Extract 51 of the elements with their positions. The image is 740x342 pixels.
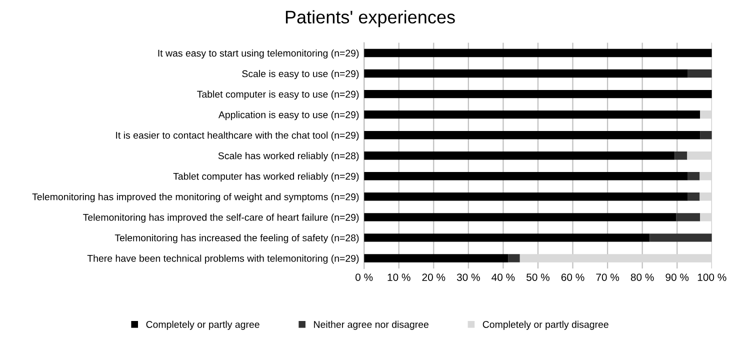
bar bbox=[364, 69, 688, 78]
bar bbox=[508, 254, 520, 262]
x-tick-label: 10 % bbox=[388, 274, 410, 281]
y-tick-label: It is easier to contact healthcare with the chat tool (n=29) bbox=[116, 132, 359, 141]
bar bbox=[364, 48, 712, 58]
x-tick-label: 100 % bbox=[698, 274, 726, 281]
bar bbox=[700, 213, 712, 222]
bar bbox=[688, 192, 700, 201]
bar bbox=[700, 130, 712, 140]
bar bbox=[364, 110, 700, 119]
chart-title: Patients' experiences bbox=[286, 10, 455, 28]
bar bbox=[700, 110, 712, 119]
y-tick-label: Scale is easy to use (n=29) bbox=[242, 70, 359, 80]
bar bbox=[364, 152, 675, 160]
bar bbox=[364, 130, 700, 140]
x-tick-label: 60 % bbox=[561, 274, 584, 281]
y-tick-label: Tablet computer has worked reliably (n=29) bbox=[173, 172, 359, 182]
bar bbox=[364, 234, 650, 242]
bar bbox=[364, 254, 508, 262]
bar bbox=[688, 172, 700, 180]
bar bbox=[364, 192, 688, 201]
x-tick-label: 70 % bbox=[596, 274, 620, 281]
bar bbox=[520, 254, 712, 262]
y-tick-label: There have been technical problems with telemonitoring (n=29) bbox=[87, 254, 359, 264]
y-tick-label: Application is easy to use (n=29) bbox=[218, 111, 359, 120]
bar bbox=[687, 152, 712, 160]
x-tick-label: 40 % bbox=[492, 274, 515, 281]
bar bbox=[688, 69, 712, 78]
bar bbox=[364, 90, 712, 98]
legend-label: Completely or partly disagree bbox=[482, 320, 608, 330]
bar bbox=[364, 213, 676, 222]
bar bbox=[676, 213, 700, 222]
y-tick-label: Scale has worked reliably (n=28) bbox=[218, 152, 359, 162]
y-tick-label: Telemonitoring has improved the monitoring of weight and symptoms (n=29) bbox=[32, 193, 359, 202]
bar bbox=[674, 152, 688, 160]
bar bbox=[700, 172, 712, 180]
bar bbox=[364, 172, 688, 180]
legend-label: Neither agree nor disagree bbox=[314, 320, 428, 330]
x-tick-label: 30 % bbox=[456, 274, 480, 281]
x-tick-label: 90 % bbox=[666, 274, 689, 281]
y-tick-label: It was easy to start using telemonitoring (n=29) bbox=[158, 49, 359, 59]
bar bbox=[650, 234, 712, 242]
x-tick-label: 20 % bbox=[422, 274, 446, 281]
y-tick-label: Telemonitoring has improved the self-care of heart failure (n=29) bbox=[83, 214, 359, 223]
y-tick-label: Tablet computer is easy to use (n=29) bbox=[197, 90, 359, 100]
x-tick-label: 50 % bbox=[526, 274, 550, 281]
bar bbox=[700, 192, 712, 201]
y-tick-label: Telemonitoring has increased the feeling of safety (n=28) bbox=[114, 234, 359, 244]
x-tick-label: 80 % bbox=[630, 274, 654, 281]
x-tick-label: 0 % bbox=[356, 274, 373, 281]
legend-label: Completely or partly agree bbox=[146, 320, 260, 330]
